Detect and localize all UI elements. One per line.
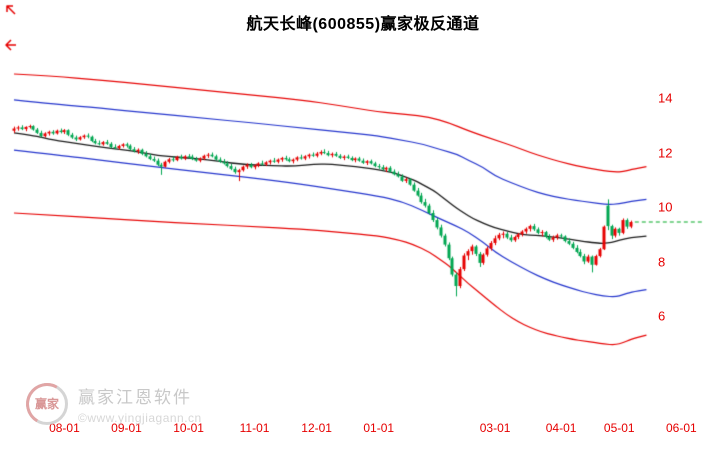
watermark: 赢家 赢家江恩软件 ©www.yingjiagann.cn	[21, 378, 202, 430]
watermark-logo-icon: 赢家	[21, 378, 73, 430]
x-axis-label: 08-01	[49, 421, 80, 435]
x-axis-label: 05-01	[603, 421, 635, 435]
y-axis-label: 8	[658, 254, 666, 269]
y-axis-label: 12	[658, 145, 673, 160]
x-axis-label: 10-01	[173, 421, 204, 435]
y-axis-label: 6	[658, 308, 666, 324]
y-axis-label: 10	[658, 199, 673, 215]
x-axis-label: 09-01	[111, 421, 142, 435]
x-axis-label: 11-01	[239, 421, 270, 435]
x-axis-label: 12-01	[301, 421, 332, 435]
watermark-brand: 赢家江恩软件	[78, 388, 192, 407]
x-axis-label: 03-01	[479, 421, 511, 435]
x-axis-label: 04-01	[545, 421, 577, 435]
y-axis-label: 14	[658, 90, 673, 106]
x-axis-label: 01-01	[363, 421, 395, 435]
logo-arc-decoration	[21, 378, 73, 430]
x-axis-label: 06-01	[666, 421, 697, 435]
watermark-logo-text: 赢家	[34, 397, 59, 411]
watermark-url: ©www.yingjiagann.cn	[78, 411, 202, 425]
